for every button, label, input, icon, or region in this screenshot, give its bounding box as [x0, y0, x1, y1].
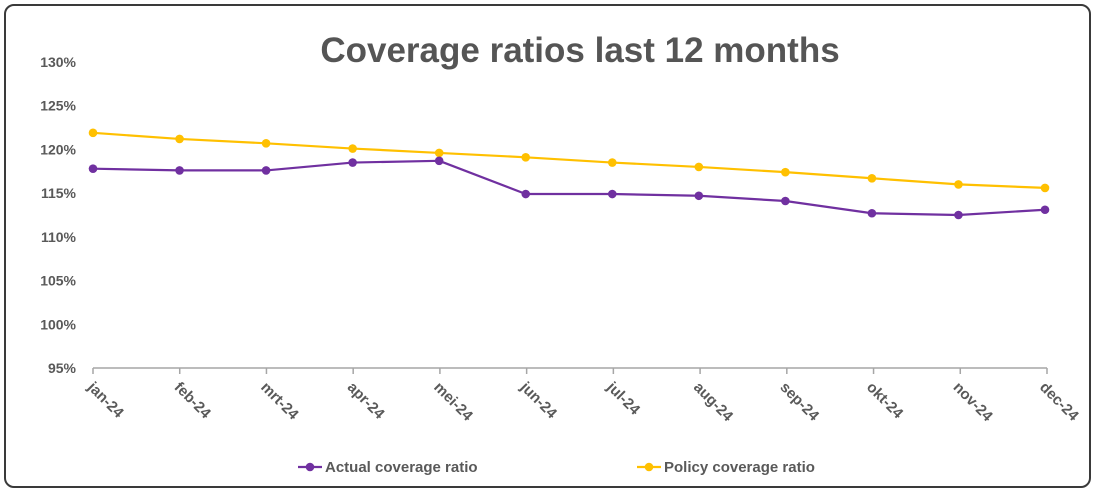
x-tick-label: nov-24: [950, 379, 997, 426]
data-point-actual: [261, 166, 271, 175]
data-point-actual: [867, 208, 877, 218]
series-layer: [88, 128, 1050, 220]
x-tick-label: mei-24: [430, 379, 476, 425]
data-point-actual: [694, 191, 704, 201]
y-tick-label: 95%: [48, 360, 77, 376]
x-tick-label: aug-24: [690, 379, 737, 426]
data-point-actual: [954, 210, 963, 220]
x-tick-label: jul-24: [603, 378, 644, 419]
data-point-actual: [88, 164, 98, 173]
y-axis: 95% 100% 105% 110% 115% 120% 125% 130%: [40, 54, 76, 376]
data-point-actual: [781, 196, 790, 206]
x-tick-label: apr-24: [344, 379, 388, 423]
x-tick-label: mrt-24: [257, 379, 302, 424]
data-point-actual: [521, 189, 531, 199]
data-point-policy: [88, 128, 98, 138]
data-point-actual: [1040, 205, 1050, 215]
data-point-actual: [348, 158, 357, 167]
data-point-policy: [434, 148, 444, 158]
y-tick-label: 120%: [40, 141, 76, 157]
y-tick-label: 100%: [40, 316, 76, 332]
y-tick-label: 110%: [41, 229, 77, 245]
data-point-actual: [434, 156, 444, 166]
data-point-policy: [867, 173, 877, 183]
y-tick-label: 125%: [40, 98, 76, 114]
data-point-policy: [954, 180, 963, 189]
x-tick-label: jun-24: [516, 378, 560, 422]
y-tick-label: 130%: [40, 54, 76, 70]
x-tick-label: okt-24: [863, 379, 907, 423]
data-point-policy: [175, 134, 184, 144]
x-tick-label: feb-24: [171, 379, 215, 423]
data-point-policy: [521, 152, 531, 162]
legend-item-actual: Actual coverage ratio: [298, 459, 478, 476]
data-point-policy: [261, 139, 271, 148]
x-tick-label: sep-24: [777, 379, 823, 425]
series-line-actual: [92, 159, 1046, 217]
chart-title: Coverage ratios last 12 months: [320, 31, 839, 70]
data-point-actual: [607, 189, 617, 199]
x-tick-label: jan-24: [83, 378, 127, 422]
legend-swatch-marker: [305, 462, 315, 472]
legend-swatch-marker: [644, 462, 654, 472]
y-tick-label: 115%: [41, 185, 77, 201]
data-point-policy: [348, 144, 357, 153]
legend-label: Actual coverage ratio: [325, 459, 478, 476]
data-point-policy: [781, 167, 790, 177]
legend-label: Policy coverage ratio: [664, 459, 815, 476]
series-line-policy: [92, 131, 1046, 189]
data-point-actual: [175, 166, 184, 175]
data-point-policy: [607, 158, 617, 167]
legend: Actual coverage ratio Policy coverage rat…: [298, 459, 815, 476]
y-tick-label: 105%: [40, 273, 76, 289]
x-axis: jan-24 feb-24 mrt-24 apr-24 mei-24 jun-24 jul-…: [83, 367, 1082, 426]
data-point-policy: [694, 162, 704, 172]
chart-frame: [4, 4, 1091, 488]
data-point-policy: [1040, 183, 1050, 193]
x-tick-label: dec-24: [1036, 379, 1082, 425]
legend-item-policy: Policy coverage ratio: [637, 459, 815, 476]
